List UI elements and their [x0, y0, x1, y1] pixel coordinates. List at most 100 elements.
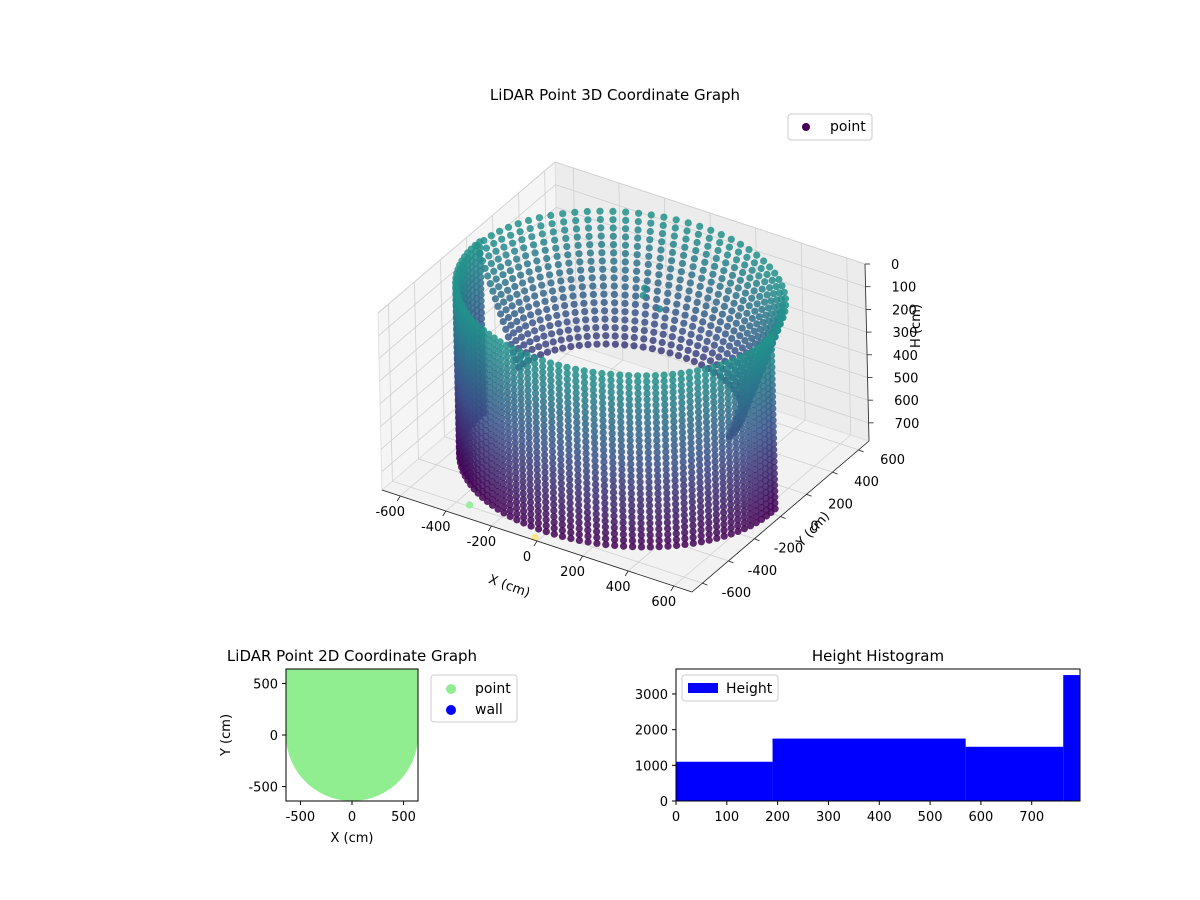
data-point	[723, 359, 732, 367]
point-region	[286, 669, 418, 801]
data-point	[677, 381, 686, 389]
data-point	[494, 499, 502, 507]
data-point	[621, 258, 629, 266]
data-point	[712, 254, 720, 262]
data-point	[767, 297, 775, 305]
data-point	[565, 259, 573, 267]
data-point	[712, 333, 721, 342]
data-point	[524, 330, 532, 338]
data-point	[661, 412, 669, 420]
data-point	[626, 436, 634, 445]
data-point	[704, 477, 712, 485]
data-point	[756, 292, 764, 301]
data-point	[746, 516, 754, 524]
data-point	[724, 388, 732, 396]
data-point	[717, 385, 725, 393]
data-point	[687, 421, 695, 429]
data-point	[602, 541, 610, 549]
data-point	[725, 342, 734, 350]
data-point	[709, 387, 718, 395]
data-point	[727, 235, 735, 243]
data-point	[724, 382, 732, 390]
data-point	[591, 451, 599, 459]
data-point	[582, 455, 590, 463]
data-point	[770, 290, 778, 298]
data-point	[655, 525, 663, 533]
data-point	[609, 477, 617, 485]
data-point	[548, 220, 556, 228]
data-point	[748, 314, 756, 323]
data-point	[567, 523, 575, 531]
data-point	[590, 398, 598, 406]
tick-label-x: 200	[765, 810, 790, 825]
data-point	[635, 209, 643, 217]
data-point	[710, 428, 719, 436]
data-point	[489, 287, 497, 295]
data-point	[506, 495, 514, 503]
data-point	[732, 439, 740, 447]
data-point	[525, 451, 534, 459]
data-point	[656, 254, 664, 262]
data-point	[755, 386, 763, 394]
data-point	[632, 284, 640, 292]
data-point	[517, 306, 525, 314]
data-point	[504, 259, 512, 267]
data-point	[544, 263, 552, 271]
data-point	[517, 407, 525, 415]
data-point	[496, 350, 504, 358]
data-point	[536, 316, 544, 324]
data-point	[637, 525, 645, 533]
data-point	[531, 389, 540, 397]
data-point	[563, 318, 571, 326]
data-point	[591, 445, 599, 453]
data-point	[670, 435, 678, 443]
data-point	[609, 216, 617, 224]
data-point	[534, 265, 543, 273]
tick-y	[806, 493, 812, 497]
data-point	[752, 501, 760, 509]
data-point	[716, 367, 725, 375]
data-point	[727, 512, 735, 520]
data-point	[498, 426, 506, 434]
data-point	[540, 421, 548, 429]
data-point	[569, 292, 577, 300]
data-point	[532, 407, 540, 415]
data-point	[566, 267, 574, 275]
data-point	[706, 357, 715, 365]
data-point	[654, 478, 662, 486]
data-point	[751, 448, 759, 456]
data-point	[726, 315, 734, 323]
data-point	[584, 341, 592, 349]
data-point	[519, 314, 528, 322]
data-point	[509, 362, 517, 370]
data-point	[753, 320, 761, 328]
data-point	[709, 363, 717, 371]
data-point	[695, 443, 703, 451]
data-point	[739, 448, 747, 456]
data-point	[548, 430, 556, 438]
data-point	[679, 434, 687, 442]
data-point	[745, 445, 753, 453]
data-point	[589, 374, 597, 382]
data-point	[745, 439, 753, 447]
data-point	[527, 504, 535, 512]
data-point	[486, 371, 494, 380]
data-point	[684, 295, 692, 303]
data-point	[694, 402, 702, 410]
data-point	[749, 377, 757, 385]
data-point	[505, 477, 514, 485]
data-point	[643, 384, 651, 392]
data-point	[642, 302, 650, 310]
data-point	[555, 373, 563, 381]
data-point	[702, 383, 710, 391]
data-point	[590, 299, 598, 307]
data-point	[661, 406, 669, 415]
data-point	[635, 437, 643, 445]
data-point	[504, 424, 512, 432]
data-point	[592, 522, 601, 530]
data-point	[744, 427, 752, 435]
data-point	[573, 424, 581, 432]
data-point	[564, 416, 572, 425]
data-point	[757, 486, 765, 494]
data-point	[505, 465, 513, 473]
